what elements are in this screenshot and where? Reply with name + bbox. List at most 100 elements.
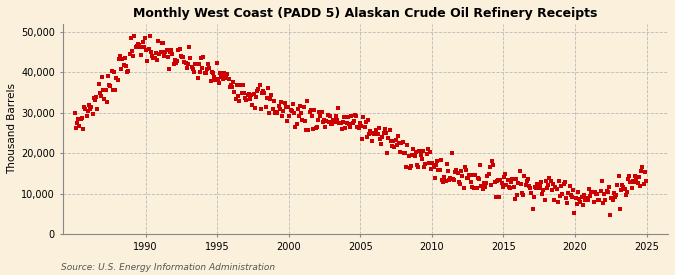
Point bbox=[338, 119, 348, 124]
Point bbox=[279, 101, 290, 106]
Point bbox=[477, 186, 488, 191]
Point bbox=[80, 106, 91, 111]
Point bbox=[255, 107, 266, 112]
Point bbox=[524, 184, 535, 188]
Point bbox=[317, 119, 328, 124]
Point bbox=[358, 115, 369, 119]
Point bbox=[387, 144, 398, 148]
Point bbox=[269, 98, 279, 103]
Point bbox=[482, 174, 493, 178]
Point bbox=[392, 133, 403, 138]
Point bbox=[483, 171, 494, 176]
Point bbox=[546, 188, 557, 192]
Point bbox=[563, 191, 574, 196]
Point bbox=[232, 83, 242, 87]
Point bbox=[636, 169, 647, 173]
Point bbox=[418, 165, 429, 170]
Point bbox=[140, 35, 151, 40]
Point bbox=[387, 139, 398, 143]
Point bbox=[88, 96, 99, 100]
Point bbox=[438, 180, 449, 185]
Point bbox=[633, 174, 644, 179]
Point bbox=[583, 186, 594, 191]
Point bbox=[196, 56, 207, 60]
Point bbox=[109, 70, 119, 75]
Point bbox=[532, 182, 543, 186]
Point bbox=[578, 192, 589, 197]
Point bbox=[622, 189, 632, 194]
Point bbox=[336, 127, 347, 131]
Point bbox=[159, 53, 169, 58]
Point bbox=[616, 188, 626, 192]
Point bbox=[458, 185, 469, 190]
Point bbox=[132, 42, 143, 46]
Point bbox=[638, 182, 649, 186]
Point bbox=[177, 55, 188, 59]
Point bbox=[90, 95, 101, 99]
Point bbox=[543, 183, 554, 188]
Point bbox=[384, 128, 395, 133]
Point bbox=[566, 193, 576, 198]
Point bbox=[219, 71, 230, 76]
Point bbox=[454, 179, 464, 184]
Point bbox=[265, 97, 275, 102]
Point bbox=[396, 141, 407, 145]
Point bbox=[398, 151, 409, 155]
Point bbox=[213, 81, 224, 85]
Point bbox=[370, 132, 381, 136]
Point bbox=[311, 125, 322, 129]
Point bbox=[235, 83, 246, 87]
Point bbox=[97, 75, 107, 79]
Point bbox=[229, 90, 240, 95]
Point bbox=[529, 195, 539, 200]
Point bbox=[520, 183, 531, 187]
Point bbox=[334, 121, 345, 125]
Point bbox=[375, 137, 385, 141]
Point bbox=[415, 153, 426, 157]
Point bbox=[460, 168, 471, 173]
Point bbox=[95, 91, 105, 96]
Point bbox=[348, 119, 359, 123]
Point bbox=[504, 185, 514, 189]
Point bbox=[572, 189, 583, 194]
Point bbox=[597, 179, 608, 184]
Point bbox=[631, 176, 642, 181]
Point bbox=[354, 120, 365, 125]
Point bbox=[448, 176, 458, 181]
Point bbox=[462, 176, 472, 180]
Point bbox=[562, 201, 572, 205]
Point bbox=[254, 83, 265, 87]
Point bbox=[259, 90, 270, 95]
Point bbox=[310, 125, 321, 130]
Point bbox=[95, 94, 106, 98]
Point bbox=[199, 71, 210, 76]
Point bbox=[185, 56, 196, 60]
Point bbox=[610, 195, 620, 199]
Point bbox=[628, 180, 639, 185]
Point bbox=[592, 192, 603, 196]
Point bbox=[342, 121, 352, 125]
Point bbox=[577, 203, 588, 207]
Point bbox=[146, 54, 157, 58]
Point bbox=[321, 119, 331, 123]
Point bbox=[381, 131, 392, 135]
Point bbox=[272, 110, 283, 115]
Point bbox=[168, 62, 179, 67]
Point bbox=[93, 82, 104, 86]
Point bbox=[367, 131, 378, 135]
Point bbox=[356, 124, 367, 128]
Point bbox=[351, 114, 362, 118]
Point bbox=[327, 122, 338, 127]
Point bbox=[157, 40, 168, 45]
Point bbox=[98, 88, 109, 92]
Point bbox=[570, 196, 581, 200]
Point bbox=[574, 197, 585, 202]
Point bbox=[588, 200, 599, 204]
Point bbox=[479, 185, 490, 189]
Point bbox=[401, 165, 412, 169]
Point bbox=[423, 147, 433, 152]
Point bbox=[106, 69, 117, 74]
Point bbox=[595, 189, 606, 194]
Point bbox=[217, 77, 228, 81]
Point bbox=[253, 87, 264, 91]
